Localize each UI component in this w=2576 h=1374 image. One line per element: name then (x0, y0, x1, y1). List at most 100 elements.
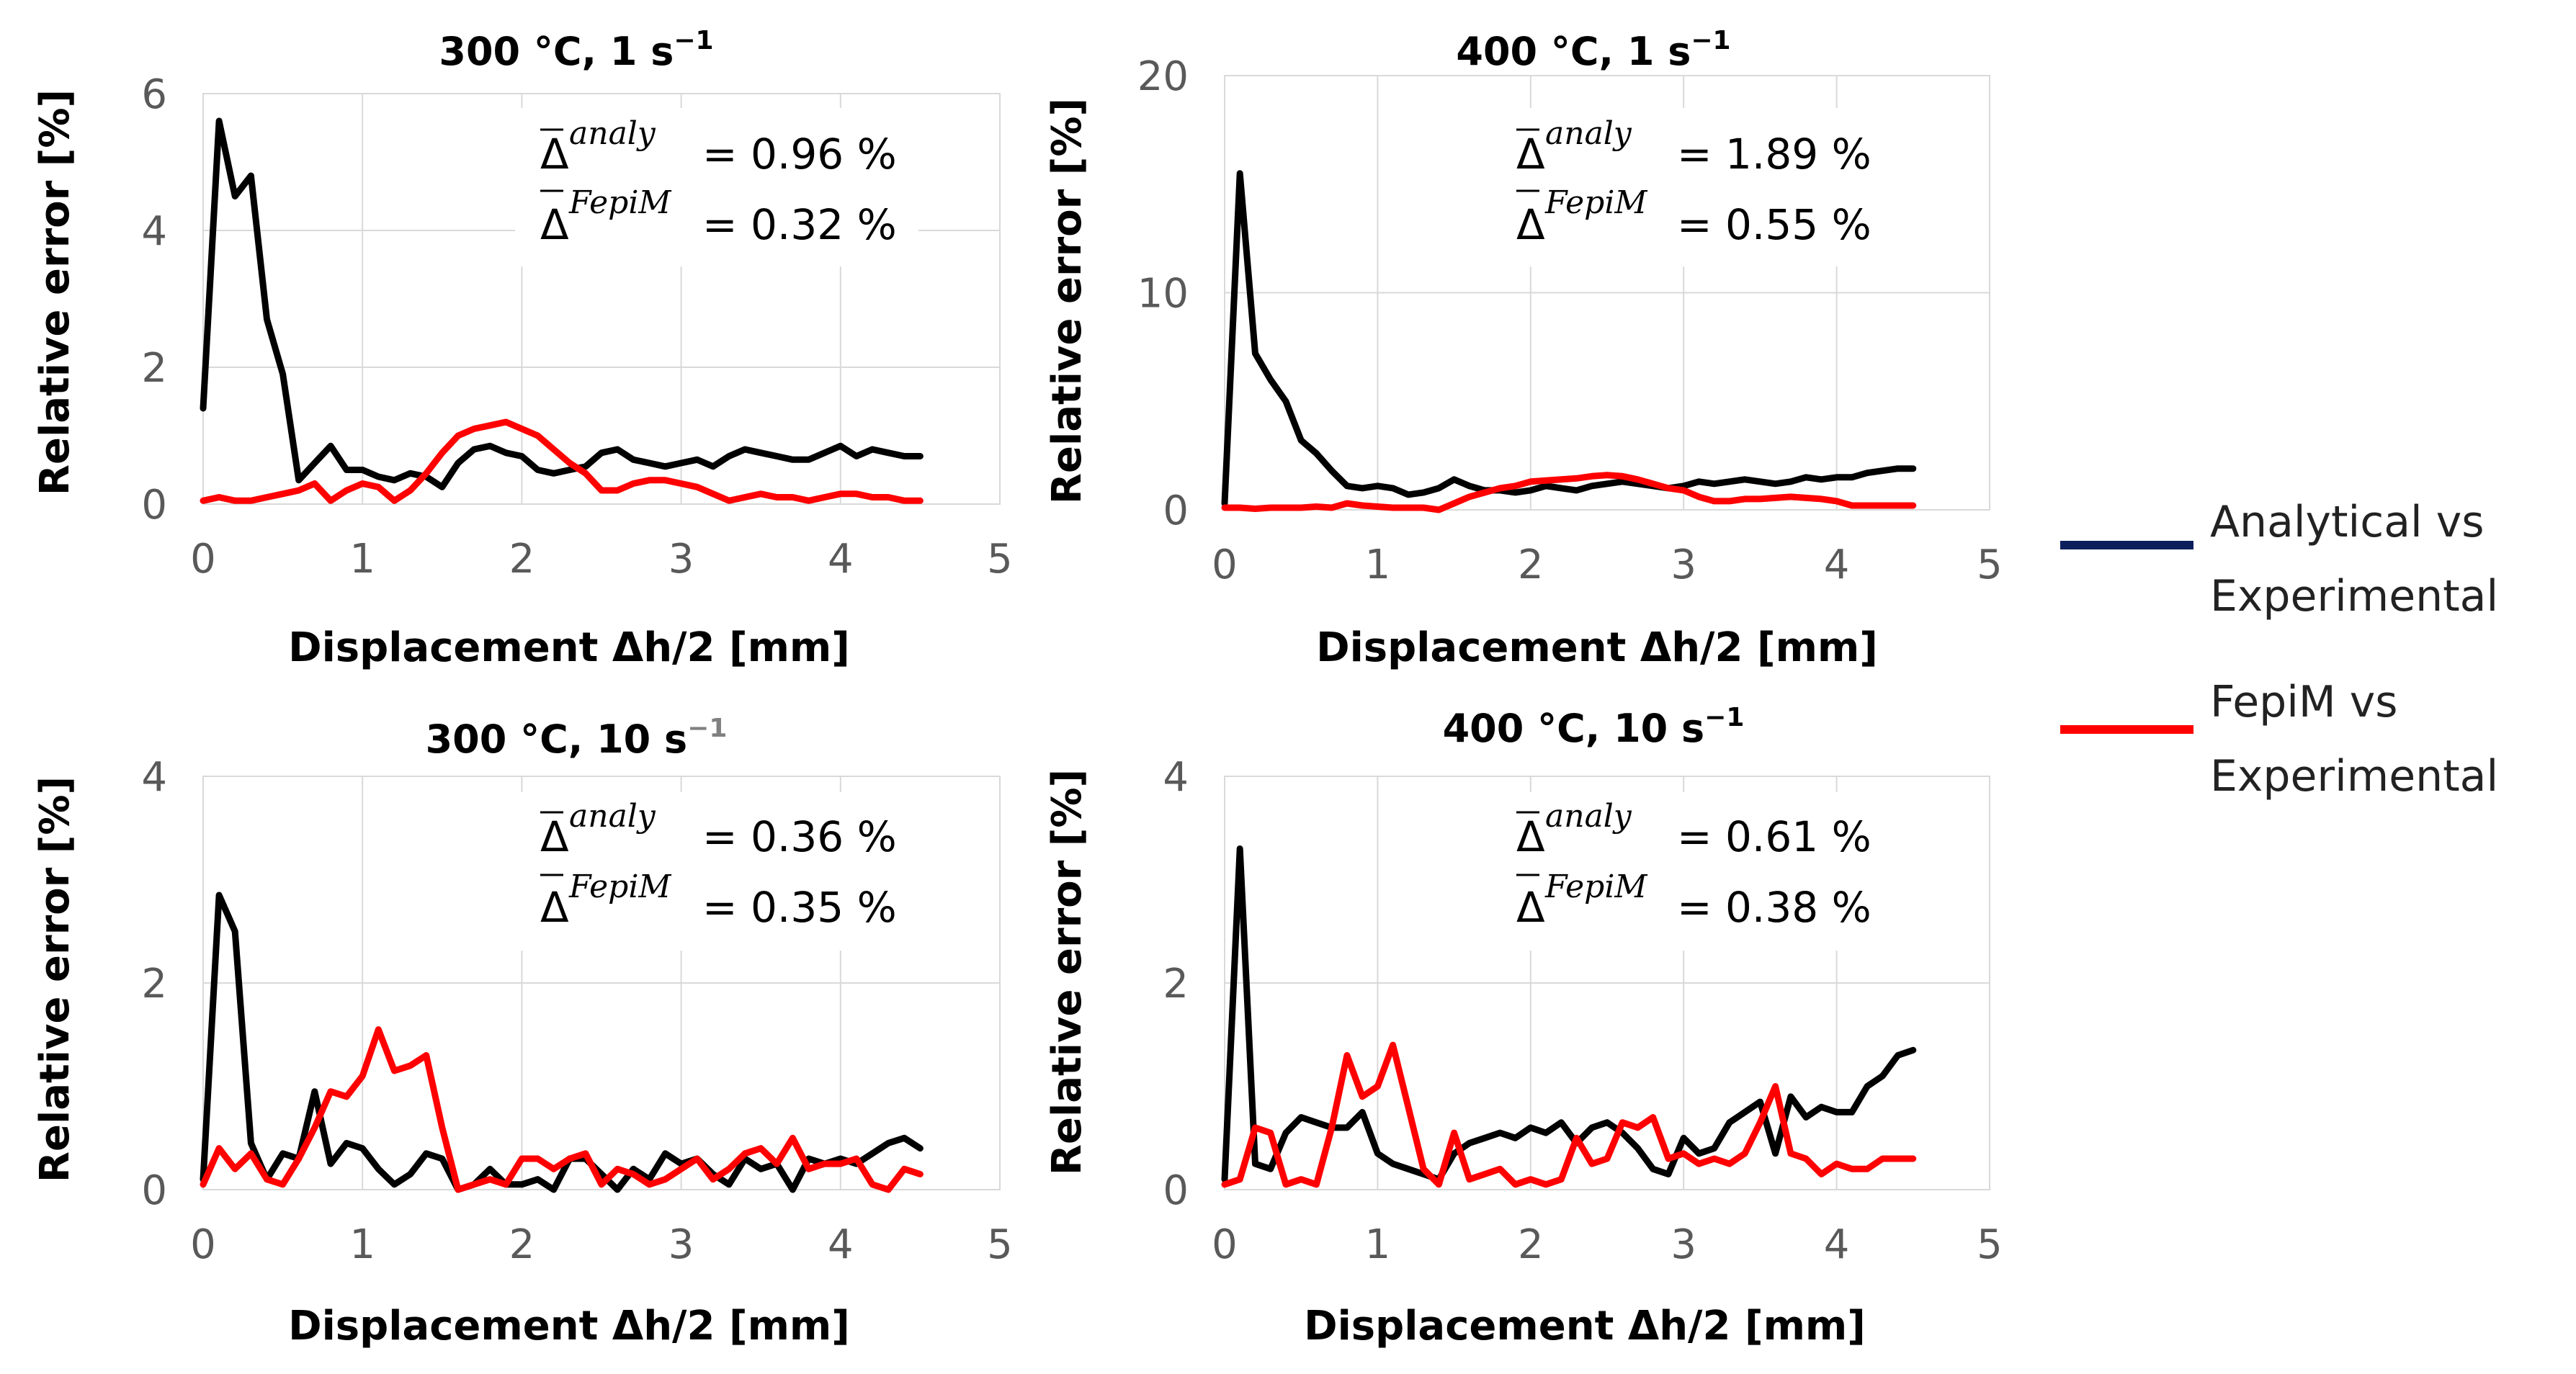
series-lines (200, 117, 923, 504)
annotation-box: Δ analy = 1.89 % Δ FepiM = 0.55 % (1491, 108, 1923, 266)
annotation-analytical: Δ analy = 1.89 % (1516, 115, 1871, 179)
y-tick-label: 0 (141, 1167, 167, 1214)
y-tick-label: 2 (141, 345, 167, 392)
svg-text:analy: analy (569, 798, 656, 835)
svg-text:FepiM: FepiM (568, 868, 671, 905)
x-tick-label: 3 (1671, 542, 1696, 588)
x-tick-label: 2 (1518, 1221, 1544, 1268)
svg-text:Δ: Δ (540, 130, 569, 179)
chart-title: 300 °C, 10 s−1 (426, 714, 728, 762)
annotation-fepim: Δ FepiM = 0.35 % (540, 868, 897, 932)
y-tick-label: 2 (1163, 961, 1189, 1007)
svg-text:Δ: Δ (1516, 200, 1545, 249)
x-tick-label: 4 (828, 536, 854, 583)
svg-text:analy: analy (1545, 798, 1632, 835)
x-tick-label: 2 (1518, 542, 1544, 588)
x-tick-label: 2 (509, 536, 535, 583)
series-line-fepim (1221, 472, 1917, 513)
chart-title: 400 °C, 1 s−1 (1456, 26, 1730, 74)
series-lines (200, 892, 923, 1193)
series-line-fepim (200, 418, 923, 504)
y-axis-label: Relative error [%] (32, 776, 79, 1182)
x-tick-label: 3 (668, 1221, 694, 1268)
legend-label-line1: FepiM vs (2210, 677, 2398, 727)
x-tick-label: 3 (1671, 1221, 1696, 1268)
x-tick-label: 5 (1977, 542, 2003, 588)
legend-item-analytical: Analytical vs Experimental (2060, 497, 2498, 621)
legend-label-line2: Experimental (2210, 751, 2498, 802)
svg-text:FepiM: FepiM (1544, 184, 1647, 221)
legend-label-line2: Experimental (2210, 571, 2498, 621)
x-tick-label: 1 (349, 536, 375, 583)
svg-text:Δ: Δ (540, 200, 569, 249)
series-lines (1221, 170, 1917, 513)
tick-labels: 0 1 2 3 4 5 0 2 4 (141, 754, 1012, 1268)
svg-text:= 0.61 %: = 0.61 % (1677, 812, 1871, 861)
annotation-analytical: Δ analy = 0.61 % (1516, 798, 1871, 861)
chart-title: 300 °C, 1 s−1 (439, 26, 713, 74)
svg-text:= 0.35 %: = 0.35 % (702, 883, 897, 932)
panel-400c-10s: 400 °C, 10 s−1 0 1 2 3 4 5 0 2 4 Displacement Δh… (1044, 703, 2003, 1350)
annotation-analytical: Δ analy = 0.36 % (540, 798, 897, 861)
svg-text:FepiM: FepiM (1544, 868, 1647, 905)
series-line-analytical (200, 892, 923, 1193)
x-axis-label: Displacement Δh/2 [mm] (288, 624, 850, 671)
annotation-box: Δ analy = 0.96 % Δ FepiM = 0.32 % (515, 108, 918, 266)
svg-text:= 0.36 %: = 0.36 % (702, 812, 897, 861)
series-line-analytical (200, 117, 923, 490)
y-tick-label: 10 (1137, 271, 1189, 318)
tick-labels: 0 1 2 3 4 5 0 10 20 (1137, 53, 2003, 588)
svg-text:analy: analy (569, 115, 656, 152)
svg-text:analy: analy (1545, 115, 1632, 152)
y-tick-label: 2 (141, 961, 167, 1007)
x-tick-label: 5 (987, 1221, 1013, 1268)
svg-text:Δ: Δ (540, 812, 569, 861)
y-tick-label: 4 (141, 208, 167, 255)
x-tick-label: 3 (668, 536, 694, 583)
gridlines (1224, 75, 1990, 511)
annotation-box: Δ analy = 0.61 % Δ FepiM = 0.38 % (1491, 792, 1923, 951)
panel-300c-1s: 300 °C, 1 s−1 0 1 2 3 4 5 0 2 4 6 Displacement Δh… (32, 26, 1013, 671)
annotation-analytical: Δ analy = 0.96 % (540, 115, 897, 179)
y-axis-label: Relative error [%] (1044, 769, 1091, 1175)
svg-text:= 1.89 %: = 1.89 % (1677, 130, 1871, 179)
y-tick-label: 0 (141, 482, 167, 529)
svg-text:= 0.38 %: = 0.38 % (1677, 883, 1871, 932)
y-tick-label: 6 (141, 71, 167, 118)
y-tick-label: 0 (1163, 488, 1189, 534)
x-tick-label: 4 (1824, 1221, 1850, 1268)
x-tick-label: 0 (190, 536, 216, 583)
x-tick-label: 0 (1212, 542, 1238, 588)
svg-text:= 0.55 %: = 0.55 % (1677, 200, 1871, 249)
y-axis-label: Relative error [%] (1044, 98, 1091, 504)
x-tick-label: 0 (190, 1221, 216, 1268)
svg-text:Δ: Δ (1516, 812, 1545, 861)
y-axis-label: Relative error [%] (32, 89, 79, 495)
x-tick-label: 4 (828, 1221, 854, 1268)
x-axis-label: Displacement Δh/2 [mm] (288, 1303, 850, 1350)
y-tick-label: 20 (1137, 53, 1189, 100)
svg-text:FepiM: FepiM (568, 184, 671, 221)
series-line-fepim (200, 1026, 923, 1193)
tick-labels: 0 1 2 3 4 5 0 2 4 (1163, 754, 2002, 1268)
x-tick-label: 5 (1977, 1221, 2003, 1268)
panel-400c-1s: 400 °C, 1 s−1 0 1 2 3 4 5 0 10 20 Displacement Δ… (1044, 26, 2003, 671)
svg-text:Δ: Δ (1516, 130, 1545, 179)
y-tick-label: 4 (1163, 754, 1189, 801)
y-tick-label: 4 (141, 754, 167, 801)
x-tick-label: 1 (1365, 1221, 1391, 1268)
x-tick-label: 4 (1824, 542, 1850, 588)
x-axis-label: Displacement Δh/2 [mm] (1316, 624, 1878, 671)
svg-text:Δ: Δ (540, 883, 569, 932)
x-tick-label: 1 (1365, 542, 1391, 588)
x-tick-label: 0 (1212, 1221, 1238, 1268)
tick-labels: 0 1 2 3 4 5 0 2 4 6 (141, 71, 1012, 583)
series-line-analytical (1221, 845, 1917, 1183)
svg-text:= 0.96 %: = 0.96 % (702, 130, 897, 179)
annotation-box: Δ analy = 0.36 % Δ FepiM = 0.35 % (515, 792, 918, 951)
x-tick-label: 2 (509, 1221, 535, 1268)
x-tick-label: 5 (987, 536, 1013, 583)
svg-text:Δ: Δ (1516, 883, 1545, 932)
series-line-fepim (1221, 1041, 1917, 1188)
